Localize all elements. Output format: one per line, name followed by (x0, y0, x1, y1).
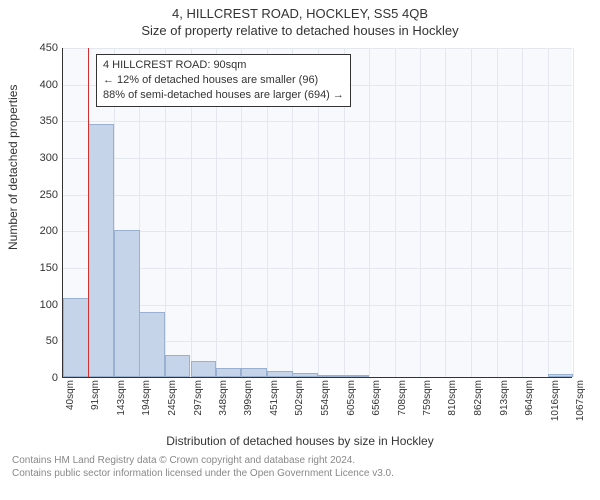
x-tick-label: 40sqm (65, 380, 76, 410)
grid-line-v (548, 48, 549, 377)
x-tick-label: 1067sqm (575, 380, 586, 421)
grid-line-v (445, 48, 446, 377)
histogram-bar (292, 373, 318, 377)
grid-line-v (369, 48, 370, 377)
histogram-bar (139, 312, 165, 377)
y-tick-label: 400 (28, 79, 58, 91)
grid-line-v (522, 48, 523, 377)
histogram-bar (114, 230, 140, 377)
y-tick-label: 350 (28, 115, 58, 127)
histogram-chart: 4 HILLCREST ROAD: 90sqm ← 12% of detache… (62, 48, 572, 378)
histogram-bar (63, 298, 89, 377)
footer-line1: Contains HM Land Registry data © Crown c… (12, 454, 588, 467)
histogram-bar (216, 368, 242, 377)
y-tick-label: 100 (28, 299, 58, 311)
footer-line2: Contains public sector information licen… (12, 467, 588, 480)
histogram-bar (191, 361, 217, 377)
y-tick-label: 200 (28, 225, 58, 237)
address-title: 4, HILLCREST ROAD, HOCKLEY, SS5 4QB (0, 0, 600, 21)
histogram-bar (88, 124, 114, 377)
x-tick-label: 554sqm (320, 380, 331, 416)
x-tick-label: 143sqm (116, 380, 127, 416)
histogram-bar (318, 375, 344, 377)
tooltip-line1: 4 HILLCREST ROAD: 90sqm (103, 58, 344, 73)
footer-attribution: Contains HM Land Registry data © Crown c… (0, 448, 600, 480)
tooltip-line3: 88% of semi-detached houses are larger (… (103, 88, 344, 103)
y-tick-label: 250 (28, 189, 58, 201)
histogram-bar (267, 371, 293, 377)
x-tick-label: 399sqm (243, 380, 254, 416)
chart-subtitle: Size of property relative to detached ho… (0, 21, 600, 38)
x-tick-label: 91sqm (90, 380, 101, 410)
x-tick-label: 245sqm (167, 380, 178, 416)
x-tick-label: 451sqm (269, 380, 280, 416)
grid-line-v (497, 48, 498, 377)
x-tick-label: 708sqm (397, 380, 408, 416)
x-tick-label: 862sqm (473, 380, 484, 416)
property-marker-line (88, 48, 89, 377)
x-tick-label: 964sqm (524, 380, 535, 416)
y-tick-label: 50 (28, 335, 58, 347)
y-tick-label: 450 (28, 42, 58, 54)
histogram-bar (344, 375, 370, 377)
y-tick-label: 150 (28, 262, 58, 274)
grid-line-v (471, 48, 472, 377)
x-axis-label: Distribution of detached houses by size … (0, 434, 600, 448)
x-tick-label: 348sqm (218, 380, 229, 416)
x-tick-label: 297sqm (193, 380, 204, 416)
y-tick-label: 0 (28, 372, 58, 384)
grid-line-v (395, 48, 396, 377)
grid-line-v (573, 48, 574, 377)
y-axis-label: Number of detached properties (6, 85, 20, 250)
y-tick-label: 300 (28, 152, 58, 164)
x-tick-label: 1016sqm (550, 380, 561, 421)
histogram-bar (241, 368, 267, 377)
tooltip-line2: ← 12% of detached houses are smaller (96… (103, 73, 344, 88)
x-tick-label: 502sqm (294, 380, 305, 416)
x-tick-label: 605sqm (346, 380, 357, 416)
x-tick-label: 810sqm (447, 380, 458, 416)
x-tick-label: 194sqm (141, 380, 152, 416)
histogram-bar (548, 374, 574, 377)
x-tick-label: 913sqm (499, 380, 510, 416)
x-tick-label: 759sqm (422, 380, 433, 416)
property-tooltip: 4 HILLCREST ROAD: 90sqm ← 12% of detache… (96, 54, 351, 107)
x-tick-label: 656sqm (371, 380, 382, 416)
grid-line-v (420, 48, 421, 377)
histogram-bar (165, 355, 191, 377)
